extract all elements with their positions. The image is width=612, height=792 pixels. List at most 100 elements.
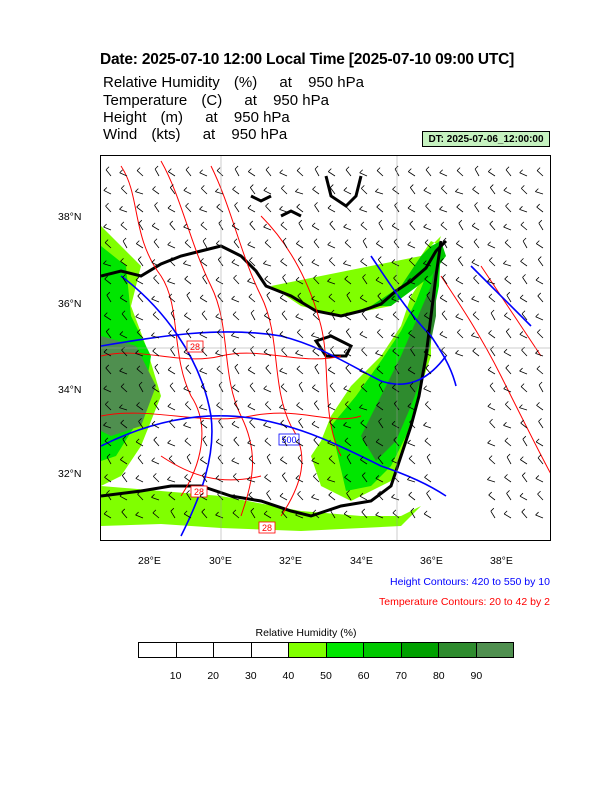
wind-barb [360,459,368,465]
wind-barb-flag [201,472,206,476]
wind-barb [104,278,112,285]
wind-barb [105,205,112,213]
wind-barb-flag [359,492,364,497]
wind-barb-flag [184,275,188,280]
wind-barb [105,367,112,375]
wind-barb-flag [361,472,366,476]
wind-barb-flag [522,237,527,242]
plot-title: Date: 2025-07-10 12:00 Local Time [2025-… [100,51,515,68]
wind-barb [391,423,400,429]
wind-barb-flag [119,206,123,210]
wind-barb-flag [199,492,204,497]
wind-barb-flag [456,167,461,171]
wind-barb [535,191,544,195]
wind-barb-flag [247,278,251,282]
wind-barb-flag [135,350,139,354]
wind-barb-flag [279,367,283,372]
wind-barb-flag [248,330,252,334]
wind-barb [247,406,256,411]
wind-barb [202,277,208,285]
wind-barb-flag [217,292,222,297]
wind-barb [201,313,208,321]
wind-barb-flag [167,403,172,407]
wind-barb-flag [313,274,317,279]
wind-barb [521,188,528,195]
wind-barb [215,279,224,285]
wind-barb [167,479,176,483]
wind-barb [151,423,160,429]
wind-barb-flag [264,437,269,442]
wind-barb [295,478,304,483]
wind-barb-flag [439,169,443,174]
wind-barb-flag [359,331,364,335]
wind-barb [409,385,416,393]
wind-barb [247,244,256,249]
wind-barb [327,280,336,285]
wind-barb [487,280,496,285]
wind-barb [391,262,400,267]
wind-barb [217,457,224,465]
wind-barb-flag [281,310,286,315]
wind-barb-flag [521,310,526,315]
wind-barb [535,478,544,483]
wind-barb [313,403,320,411]
wind-barb-flag [378,381,383,386]
wind-barb-flag [167,439,171,444]
wind-barb-flag [345,364,350,369]
wind-barb-flag [311,494,315,498]
wind-barb-flag [472,186,476,190]
wind-barb-flag [185,364,190,369]
wind-barb-flag [295,511,299,516]
wind-barb-flag [488,455,493,459]
wind-barb-flag [105,401,109,405]
wind-barb [153,403,160,411]
wind-barb-flag [215,475,220,479]
wind-barb [184,440,192,447]
wind-barb-flag [314,165,319,170]
wind-barb [360,261,368,267]
wind-barb [295,279,304,285]
wind-barb-flag [407,366,412,371]
wind-barb [215,352,224,357]
wind-barb [231,460,240,465]
wind-barb-flag [537,329,541,333]
wind-barb [535,514,544,519]
wind-barb-flag [121,185,125,189]
wind-barb [120,261,128,267]
wind-barb-flag [231,332,235,336]
wind-barb [519,407,528,411]
wind-barb-flag [440,221,445,226]
wind-barb [200,224,208,231]
colorbar-cell [401,643,439,657]
wind-barb-flag [135,313,139,318]
wind-barb [407,207,416,213]
wind-barb [312,512,320,519]
wind-barb [505,169,512,177]
wind-barb-flag [487,439,491,444]
wind-barb [216,405,224,411]
weather-map: 500 28 28 28 [100,155,551,541]
wind-barb-flag [505,166,510,171]
wind-barb [247,442,256,447]
wind-barb-flag [296,167,301,171]
wind-barb [168,333,176,339]
wind-barb-flag [410,309,415,314]
wind-barb-flag [264,474,268,478]
wind-barb [138,384,144,393]
wind-barb [137,332,144,339]
wind-barb [249,260,256,267]
wind-barb-flag [167,241,171,246]
wind-barb [535,316,544,321]
wind-barb-flag [154,202,158,206]
wind-barb [424,242,432,249]
wind-barb-flag [215,313,219,318]
wind-barb-flag [135,438,140,443]
field-line-height: Height (m) at 950 hPa [103,109,290,126]
wind-barb-flag [345,328,350,332]
wind-barb-flag [487,403,492,407]
wind-barb [487,369,496,375]
wind-barb [312,387,320,393]
wind-barb-flag [312,509,317,514]
wind-barb-flag [506,291,511,296]
wind-barb [202,438,208,447]
